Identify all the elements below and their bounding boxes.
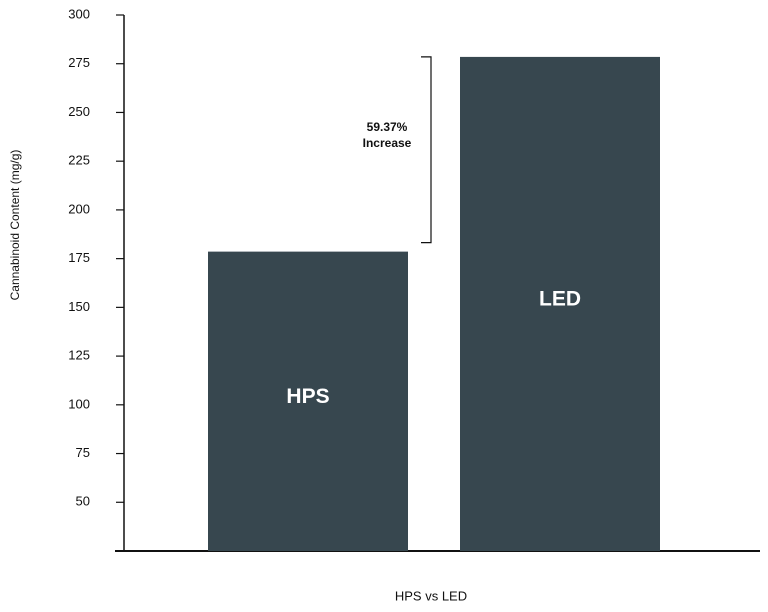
bracket	[421, 56, 432, 244]
y-tick-label: 50	[76, 494, 90, 509]
bar	[208, 251, 408, 551]
y-tick-label: 100	[68, 396, 90, 411]
y-tick-label: 75	[76, 445, 90, 460]
y-tick-label: 125	[68, 348, 90, 363]
bar-label: LED	[539, 287, 581, 310]
y-tick-label: 225	[68, 153, 90, 168]
y-tick-label: 250	[68, 104, 90, 119]
y-tick-label: 275	[68, 55, 90, 70]
y-axis-label: Cannabinoid Content (mg/g)	[8, 150, 22, 301]
y-tick-label: 150	[68, 299, 90, 314]
bar	[460, 56, 660, 551]
y-tick-label: 300	[68, 6, 90, 21]
annotation: 59.37%	[367, 120, 408, 134]
bar-label: HPS	[286, 385, 329, 408]
y-tick-label: 200	[68, 201, 90, 216]
y-tick-label: 175	[68, 250, 90, 265]
annotation: Increase	[363, 136, 412, 150]
x-axis-label: HPS vs LED	[395, 588, 467, 603]
